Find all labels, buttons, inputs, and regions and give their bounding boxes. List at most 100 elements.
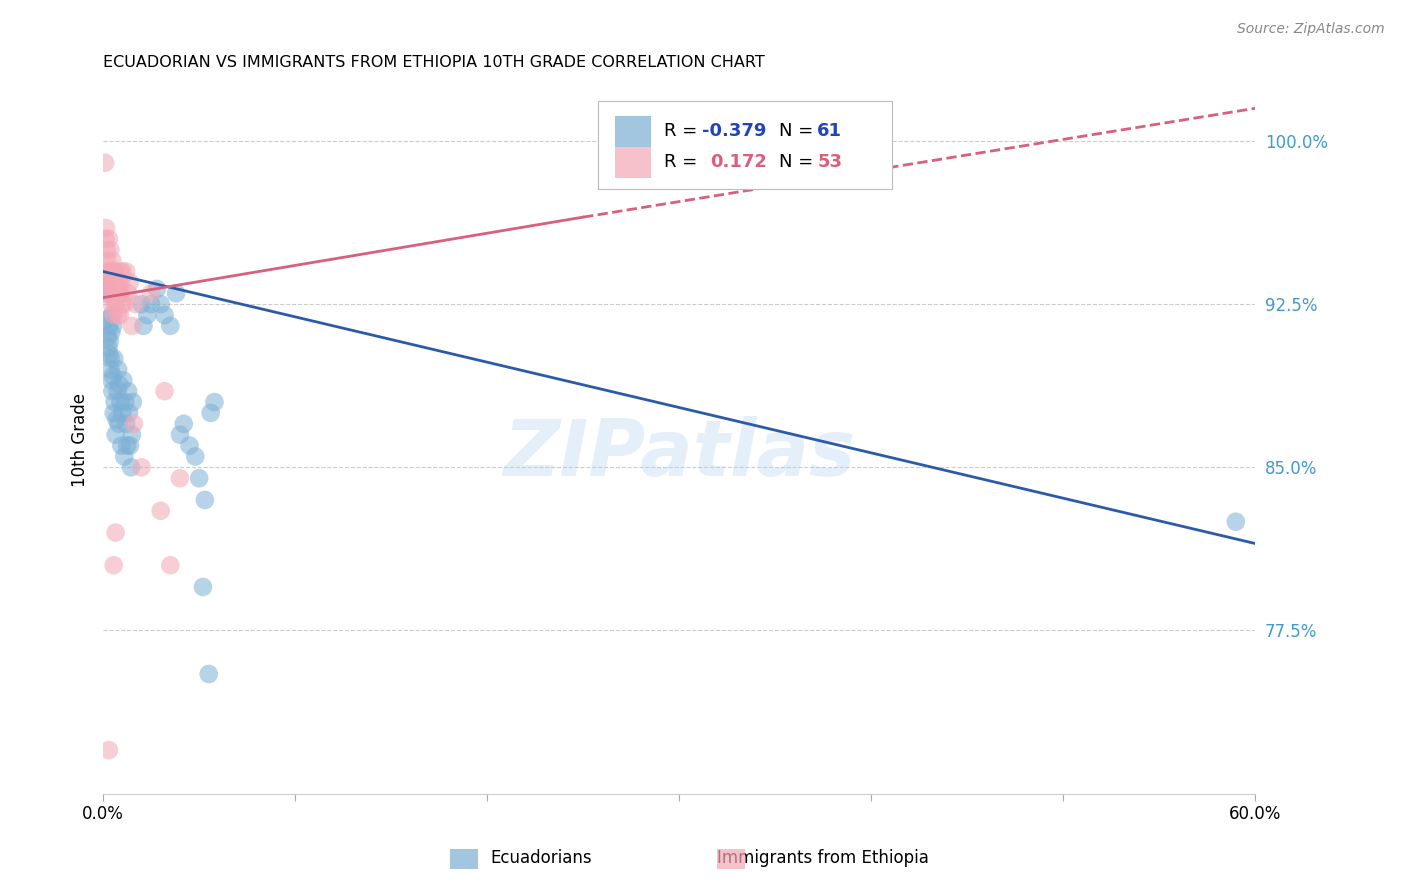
Text: N =: N = <box>779 122 820 140</box>
Point <box>94 282 117 296</box>
Point <box>98 264 121 278</box>
Point <box>107 276 129 290</box>
FancyBboxPatch shape <box>614 146 651 178</box>
Point <box>97 264 120 278</box>
Point <box>121 427 143 442</box>
Point <box>115 439 138 453</box>
Point <box>104 395 127 409</box>
Point <box>115 264 138 278</box>
Point <box>108 286 131 301</box>
Point <box>104 525 127 540</box>
Point <box>103 351 125 366</box>
Point <box>100 373 122 387</box>
Point <box>112 297 135 311</box>
Point <box>111 406 134 420</box>
Point <box>146 282 169 296</box>
Point <box>120 460 142 475</box>
Text: R =: R = <box>664 122 703 140</box>
Point <box>139 297 162 311</box>
Point <box>110 395 132 409</box>
Text: N =: N = <box>779 153 820 171</box>
Point <box>97 286 120 301</box>
Point <box>94 221 117 235</box>
Point <box>101 368 124 383</box>
Point <box>105 276 128 290</box>
Point <box>204 395 226 409</box>
Point <box>101 253 124 268</box>
Point <box>96 312 118 326</box>
Point <box>104 276 127 290</box>
Point <box>104 297 127 311</box>
Point <box>104 264 127 278</box>
Point <box>115 417 138 431</box>
Point <box>1225 515 1247 529</box>
Point <box>132 318 155 333</box>
Point <box>110 286 132 301</box>
FancyBboxPatch shape <box>599 101 893 189</box>
Text: 0.172: 0.172 <box>710 153 768 171</box>
Text: R =: R = <box>664 153 709 171</box>
Point <box>122 417 145 431</box>
Point <box>96 286 118 301</box>
Point <box>105 412 128 426</box>
Point <box>100 264 122 278</box>
Point <box>100 351 122 366</box>
Point <box>179 439 201 453</box>
Point <box>100 362 122 376</box>
Point <box>96 276 118 290</box>
Point <box>107 362 129 376</box>
Point <box>184 450 207 464</box>
Point <box>98 347 121 361</box>
Point <box>94 232 117 246</box>
Text: Immigrants from Ethiopia: Immigrants from Ethiopia <box>717 849 928 867</box>
Point <box>103 264 125 278</box>
Point <box>153 384 176 399</box>
Point <box>100 297 122 311</box>
Point <box>100 276 122 290</box>
Point <box>107 308 129 322</box>
Point <box>169 427 191 442</box>
Point <box>107 417 129 431</box>
Point <box>94 276 117 290</box>
Point <box>107 286 129 301</box>
Point <box>173 417 195 431</box>
Point <box>117 286 139 301</box>
Point <box>159 318 181 333</box>
Y-axis label: 10th Grade: 10th Grade <box>72 393 89 487</box>
Point <box>197 667 219 681</box>
Point <box>94 155 117 169</box>
Point <box>200 406 222 420</box>
Point <box>96 243 118 257</box>
Text: 61: 61 <box>817 122 842 140</box>
Point <box>105 286 128 301</box>
Text: Source: ZipAtlas.com: Source: ZipAtlas.com <box>1237 22 1385 37</box>
Point <box>97 318 120 333</box>
Point <box>103 558 125 573</box>
Point <box>125 297 148 311</box>
Point <box>97 330 120 344</box>
Point <box>112 450 135 464</box>
Point <box>118 276 141 290</box>
Point <box>188 471 211 485</box>
Point <box>104 427 127 442</box>
Point <box>110 439 132 453</box>
Point <box>101 286 124 301</box>
Point <box>191 580 214 594</box>
Point <box>112 373 135 387</box>
Point <box>103 406 125 420</box>
Point <box>97 232 120 246</box>
Point <box>108 377 131 392</box>
Text: Ecuadorians: Ecuadorians <box>491 849 592 867</box>
Text: 53: 53 <box>817 153 842 171</box>
Point <box>101 276 124 290</box>
Point <box>159 558 181 573</box>
Point <box>153 308 176 322</box>
Point <box>108 308 131 322</box>
Point <box>149 504 172 518</box>
Point <box>131 297 153 311</box>
Point <box>118 406 141 420</box>
Point <box>98 334 121 348</box>
Point <box>97 341 120 355</box>
Text: ECUADORIAN VS IMMIGRANTS FROM ETHIOPIA 10TH GRADE CORRELATION CHART: ECUADORIAN VS IMMIGRANTS FROM ETHIOPIA 1… <box>103 55 765 70</box>
Point <box>136 308 159 322</box>
